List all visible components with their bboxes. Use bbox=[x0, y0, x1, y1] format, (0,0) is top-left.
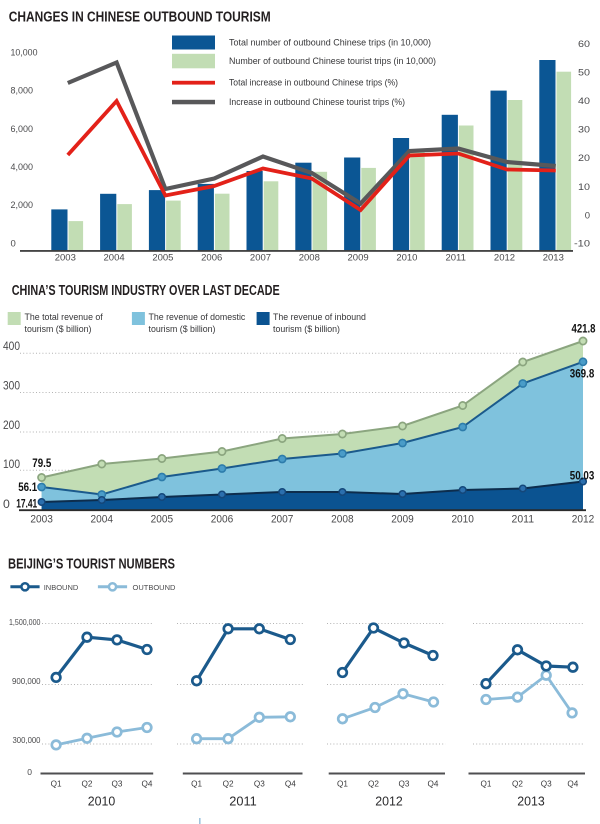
svg-text:2012: 2012 bbox=[375, 794, 403, 809]
svg-text:2,000: 2,000 bbox=[11, 200, 34, 211]
svg-text:2006: 2006 bbox=[201, 253, 222, 264]
svg-text:2003: 2003 bbox=[30, 514, 53, 526]
svg-text:0: 0 bbox=[3, 497, 10, 511]
svg-text:79.5: 79.5 bbox=[32, 456, 51, 470]
svg-text:Q4: Q4 bbox=[428, 780, 439, 789]
svg-text:CHINA’S TOURISM INDUSTRY OVER: CHINA’S TOURISM INDUSTRY OVER LAST DECAD… bbox=[12, 282, 280, 299]
svg-text:Q3: Q3 bbox=[112, 780, 123, 789]
svg-text:56.1: 56.1 bbox=[18, 480, 37, 494]
svg-text:2012: 2012 bbox=[572, 514, 595, 526]
svg-text:Increase in outbound Chinese t: Increase in outbound Chinese tourist tri… bbox=[229, 97, 405, 107]
svg-text:2011: 2011 bbox=[229, 794, 257, 809]
svg-text:50.03: 50.03 bbox=[570, 469, 595, 483]
svg-text:The total revenue of: The total revenue of bbox=[25, 312, 104, 322]
svg-text:Total number of outbound Chine: Total number of outbound Chinese trips (… bbox=[229, 38, 431, 48]
svg-text:2013: 2013 bbox=[517, 794, 545, 809]
svg-text:Q4: Q4 bbox=[142, 780, 153, 789]
svg-text:Total increase in outbound Chi: Total increase in outbound Chinese trips… bbox=[229, 78, 398, 88]
svg-text:Q1: Q1 bbox=[337, 780, 348, 789]
svg-text:2010: 2010 bbox=[88, 794, 116, 809]
svg-text:tourism ($ billion): tourism ($ billion) bbox=[149, 324, 216, 334]
svg-text:2008: 2008 bbox=[331, 514, 354, 526]
svg-text:2009: 2009 bbox=[391, 514, 414, 526]
svg-text:100: 100 bbox=[3, 457, 20, 471]
svg-text:tourism ($ billion): tourism ($ billion) bbox=[25, 324, 92, 334]
svg-text:2009: 2009 bbox=[348, 253, 369, 264]
svg-text:421.8: 421.8 bbox=[572, 322, 596, 336]
svg-text:20: 20 bbox=[578, 153, 590, 164]
svg-text:50: 50 bbox=[578, 68, 590, 79]
svg-text:2004: 2004 bbox=[91, 514, 114, 526]
svg-text:Q2: Q2 bbox=[223, 780, 234, 789]
svg-text:Q3: Q3 bbox=[399, 780, 410, 789]
svg-text:tourism ($ billion): tourism ($ billion) bbox=[273, 324, 340, 334]
svg-text:The revenue of domestic: The revenue of domestic bbox=[149, 312, 246, 322]
svg-text:Q1: Q1 bbox=[51, 780, 62, 789]
svg-text:Q4: Q4 bbox=[567, 780, 578, 789]
svg-text:40: 40 bbox=[578, 96, 590, 107]
svg-text:Q1: Q1 bbox=[191, 780, 202, 789]
svg-text:-10: -10 bbox=[574, 239, 590, 250]
svg-text:300: 300 bbox=[3, 379, 20, 393]
svg-text:17.41: 17.41 bbox=[16, 496, 37, 510]
svg-text:2011: 2011 bbox=[512, 514, 535, 526]
svg-text:2013: 2013 bbox=[543, 253, 564, 264]
svg-text:Q1: Q1 bbox=[481, 780, 492, 789]
svg-text:1,500,000: 1,500,000 bbox=[9, 617, 41, 627]
svg-text:INBOUND: INBOUND bbox=[44, 583, 79, 592]
svg-text:Number of outbound Chinese tou: Number of outbound Chinese tourist trips… bbox=[229, 56, 436, 66]
svg-text:2005: 2005 bbox=[151, 514, 174, 526]
svg-text:0: 0 bbox=[585, 211, 590, 222]
svg-text:2010: 2010 bbox=[396, 253, 417, 264]
svg-text:2005: 2005 bbox=[152, 253, 173, 264]
svg-text:Q2: Q2 bbox=[512, 780, 523, 789]
svg-text:60: 60 bbox=[578, 39, 590, 50]
svg-text:BEIJING’S TOURIST NUMBERS: BEIJING’S TOURIST NUMBERS bbox=[8, 556, 175, 573]
svg-text:2012: 2012 bbox=[494, 253, 515, 264]
svg-text:2008: 2008 bbox=[299, 253, 320, 264]
svg-text:The revenue of inbound: The revenue of inbound bbox=[273, 312, 366, 322]
svg-text:2004: 2004 bbox=[104, 253, 125, 264]
svg-text:30: 30 bbox=[578, 125, 590, 136]
svg-text:2010: 2010 bbox=[451, 514, 474, 526]
svg-text:Q4: Q4 bbox=[285, 780, 296, 789]
svg-text:CHANGES IN CHINESE OUTBOUND TO: CHANGES IN CHINESE OUTBOUND TOURISM bbox=[9, 9, 271, 26]
svg-text:369.8: 369.8 bbox=[570, 367, 595, 381]
svg-text:300,000: 300,000 bbox=[13, 735, 41, 745]
svg-text:2007: 2007 bbox=[271, 514, 294, 526]
svg-text:Q2: Q2 bbox=[82, 780, 93, 789]
svg-text:900,000: 900,000 bbox=[12, 676, 41, 686]
svg-text:10,000: 10,000 bbox=[11, 47, 38, 58]
svg-text:2003: 2003 bbox=[55, 253, 76, 264]
svg-text:0: 0 bbox=[27, 767, 32, 777]
svg-text:400: 400 bbox=[3, 339, 20, 353]
svg-text:4,000: 4,000 bbox=[11, 162, 34, 173]
svg-text:10: 10 bbox=[578, 182, 590, 193]
svg-text:200: 200 bbox=[3, 418, 20, 432]
svg-text:2006: 2006 bbox=[211, 514, 234, 526]
svg-text:Q3: Q3 bbox=[254, 780, 265, 789]
svg-text:6,000: 6,000 bbox=[11, 124, 34, 135]
svg-text:2007: 2007 bbox=[250, 253, 271, 264]
svg-text:8,000: 8,000 bbox=[11, 86, 34, 97]
svg-text:0: 0 bbox=[11, 238, 16, 249]
svg-text:OUTBOUND: OUTBOUND bbox=[133, 583, 177, 592]
svg-text:Q3: Q3 bbox=[541, 780, 552, 789]
svg-text:2011: 2011 bbox=[445, 253, 465, 264]
svg-text:Q2: Q2 bbox=[368, 780, 379, 789]
